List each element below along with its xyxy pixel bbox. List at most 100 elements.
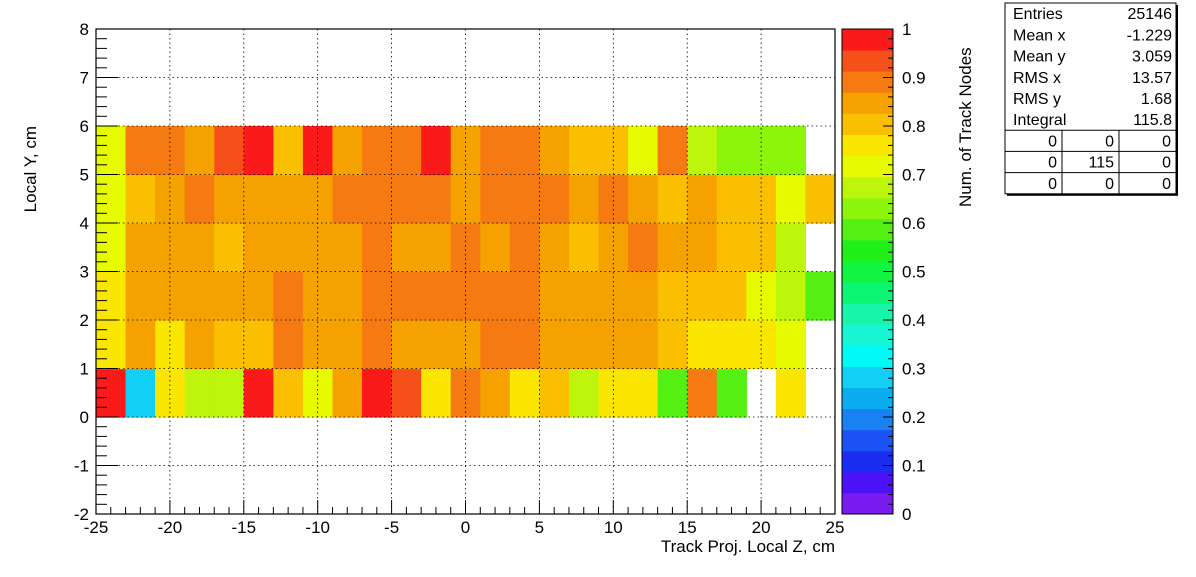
palette-swatch (842, 29, 893, 51)
heatmap-cell (332, 320, 363, 370)
heatmap-cell (746, 271, 777, 321)
heatmap-cell (805, 271, 836, 321)
heatmap-cell (243, 368, 274, 418)
heatmap-cell (775, 271, 807, 321)
stats-grid-cell: 0 (1105, 133, 1114, 150)
stats-value: 115.8 (1133, 112, 1172, 129)
heatmap-cell (214, 320, 245, 370)
heatmap-cell (450, 223, 481, 273)
heatmap-cell (687, 174, 718, 224)
palette-swatch (842, 450, 893, 473)
heatmap-cell (687, 320, 718, 370)
palette-swatch (842, 471, 893, 494)
palette-swatch (842, 155, 893, 178)
heatmap-cell (687, 223, 718, 273)
z-tick-label: 0.8 (902, 117, 926, 136)
stats-grid-cell: 0 (1048, 133, 1057, 150)
heatmap-cell (184, 271, 215, 321)
stats-label: Mean y (1013, 49, 1065, 66)
heatmap-cell (421, 174, 452, 224)
palette-swatch (842, 197, 893, 220)
y-tick-label: 0 (80, 408, 89, 427)
heatmap-cell (421, 126, 452, 176)
heatmap-cell (184, 320, 215, 370)
heatmap-cell (96, 368, 127, 418)
heatmap-cell (509, 271, 540, 321)
heatmap-cell (273, 126, 304, 176)
heatmap-cell (421, 223, 452, 273)
heatmap-cell (509, 368, 540, 418)
heatmap-cell (568, 174, 600, 224)
x-tick-label: 0 (461, 518, 470, 537)
x-axis: -25 -20 -15 -10 -5 0 5 10 15 20 25 (84, 500, 845, 537)
heatmap-cells (96, 126, 836, 418)
heatmap-cell (302, 271, 334, 321)
heatmap-cell (716, 126, 747, 176)
z-tick-label: 0.7 (902, 166, 926, 185)
heatmap-cell (391, 126, 422, 176)
heatmap-cell (568, 271, 600, 321)
palette-swatch (842, 345, 893, 367)
heatmap-cell (598, 174, 629, 224)
palette-swatch (842, 303, 893, 325)
x-tick-label: 25 (826, 518, 845, 537)
stats-label: RMS x (1013, 70, 1061, 87)
heatmap-cell (391, 271, 422, 321)
heatmap-cell (362, 271, 393, 321)
heatmap-cell (775, 368, 807, 418)
heatmap-cell (243, 320, 274, 370)
stats-label: Mean x (1013, 27, 1065, 44)
heatmap-cell (214, 368, 245, 418)
heatmap-cell (509, 223, 540, 273)
heatmap-cell (332, 126, 363, 176)
heatmap-cell (480, 126, 511, 176)
y-tick-label: 7 (80, 69, 89, 88)
heatmap-cell (628, 126, 659, 176)
x-tick-label: 5 (535, 518, 544, 537)
heatmap-cell (362, 368, 393, 418)
palette-swatch (842, 218, 893, 241)
y-tick-label: 1 (80, 360, 89, 379)
heatmap-cell (716, 271, 747, 321)
heatmap-cell (302, 223, 334, 273)
heatmap-cell (657, 174, 688, 224)
heatmap-cell (243, 223, 274, 273)
heatmap-cell (155, 271, 186, 321)
stats-grid-cell: 0 (1162, 155, 1171, 172)
heatmap-cell (746, 223, 777, 273)
y-tick-label: 6 (80, 117, 89, 136)
palette-swatch (842, 260, 893, 283)
heatmap-cell (184, 174, 215, 224)
x-axis-label: Track Proj. Local Z, cm (661, 537, 835, 556)
heatmap-cell (480, 320, 511, 370)
heatmap-cell (775, 126, 807, 176)
heatmap-cell (332, 271, 363, 321)
palette-swatch (842, 492, 893, 515)
heatmap-cell (362, 174, 393, 224)
heatmap-cell (598, 223, 629, 273)
heatmap-cell (657, 320, 688, 370)
heatmap-cell (805, 174, 836, 224)
heatmap-cell (125, 320, 156, 370)
heatmap-cell (96, 320, 127, 370)
heatmap-cell (96, 271, 127, 321)
heatmap-cell (539, 174, 570, 224)
heatmap-cell (184, 223, 215, 273)
z-tick-label: 0.5 (902, 263, 926, 282)
stats-value: 3.059 (1132, 49, 1172, 66)
heatmap-cell (96, 126, 127, 176)
stats-label: RMS y (1013, 91, 1061, 108)
heatmap-cell (480, 271, 511, 321)
heatmap-cell (716, 368, 747, 418)
z-tick-label: 0.4 (902, 311, 926, 330)
heatmap-cell (628, 174, 659, 224)
heatmap-cell (628, 368, 659, 418)
heatmap-cell (657, 126, 688, 176)
color-palette (841, 28, 894, 515)
heatmap-cell (273, 174, 304, 224)
heatmap-cell (125, 126, 156, 176)
palette-swatch (842, 92, 893, 114)
palette-swatch (842, 282, 893, 304)
stats-box: Entries 25146 Mean x -1.229 Mean y 3.059 RMS x… (1004, 2, 1178, 196)
